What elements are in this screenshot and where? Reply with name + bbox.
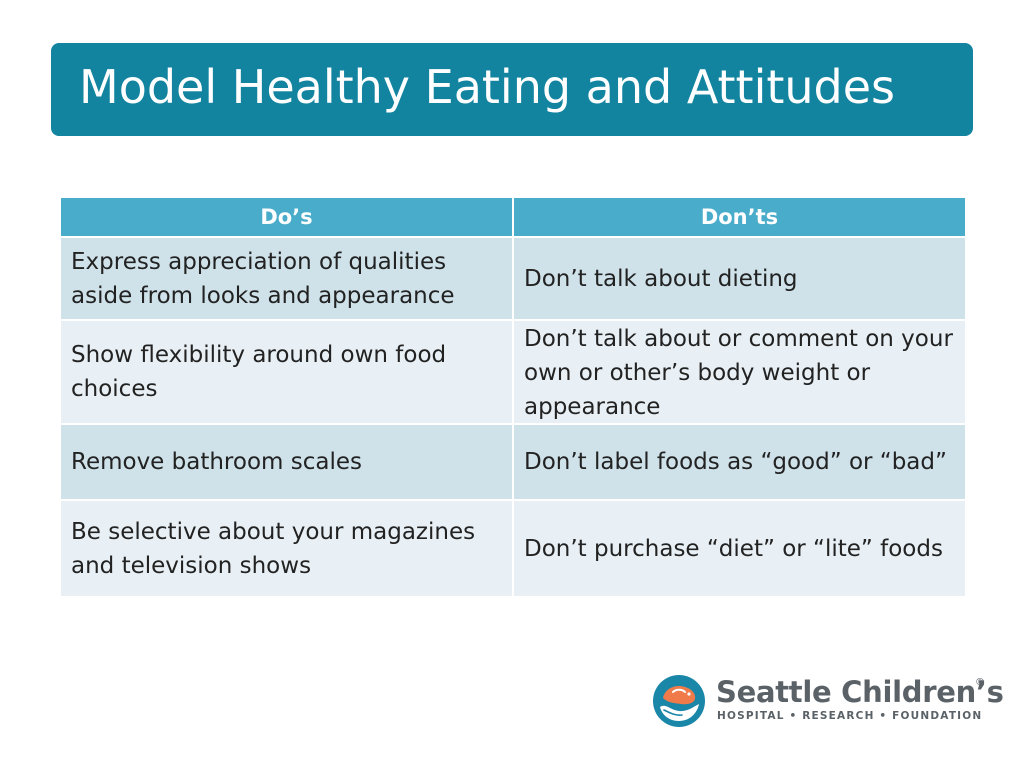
table-header-row: Do’s Don’ts — [59, 196, 967, 238]
table-row: Express appreciation of qualities aside … — [59, 236, 967, 321]
header-dos: Do’s — [59, 196, 514, 238]
dos-donts-table: Do’s Don’ts Express appreciation of qual… — [59, 196, 967, 598]
do-cell: Show flexibility around own food choices — [59, 319, 514, 425]
do-cell: Remove bathroom scales — [59, 423, 514, 501]
do-cell: Be selective about your magazines and te… — [59, 499, 514, 598]
logo-tagline: HOSPITAL • RESEARCH • FOUNDATION — [717, 710, 983, 722]
seattle-childrens-logo: Seattle Children’s ® HOSPITAL • RESEARCH… — [652, 672, 1004, 732]
seattle-childrens-whale-hand-logo-icon — [653, 675, 705, 727]
table-row: Be selective about your magazines and te… — [59, 499, 967, 598]
dont-cell: Don’t talk about or comment on your own … — [512, 319, 967, 425]
slide-title: Model Healthy Eating and Attitudes — [79, 60, 896, 114]
logo-name: Seattle Children’s — [716, 675, 1004, 709]
dont-cell: Don’t talk about dieting — [512, 236, 967, 321]
table-row: Show flexibility around own food choices… — [59, 319, 967, 425]
title-banner: Model Healthy Eating and Attitudes — [51, 43, 973, 136]
do-cell: Express appreciation of qualities aside … — [59, 236, 514, 321]
dont-cell: Don’t label foods as “good” or “bad” — [512, 423, 967, 501]
dont-cell-text: Don’t talk about or comment on your own … — [524, 326, 953, 420]
table-row: Remove bathroom scales Don’t label foods… — [59, 423, 967, 501]
logo-registered-mark: ® — [975, 677, 985, 688]
header-donts: Don’ts — [512, 196, 967, 238]
dont-cell: Don’t purchase “diet” or “lite” foods — [512, 499, 967, 598]
